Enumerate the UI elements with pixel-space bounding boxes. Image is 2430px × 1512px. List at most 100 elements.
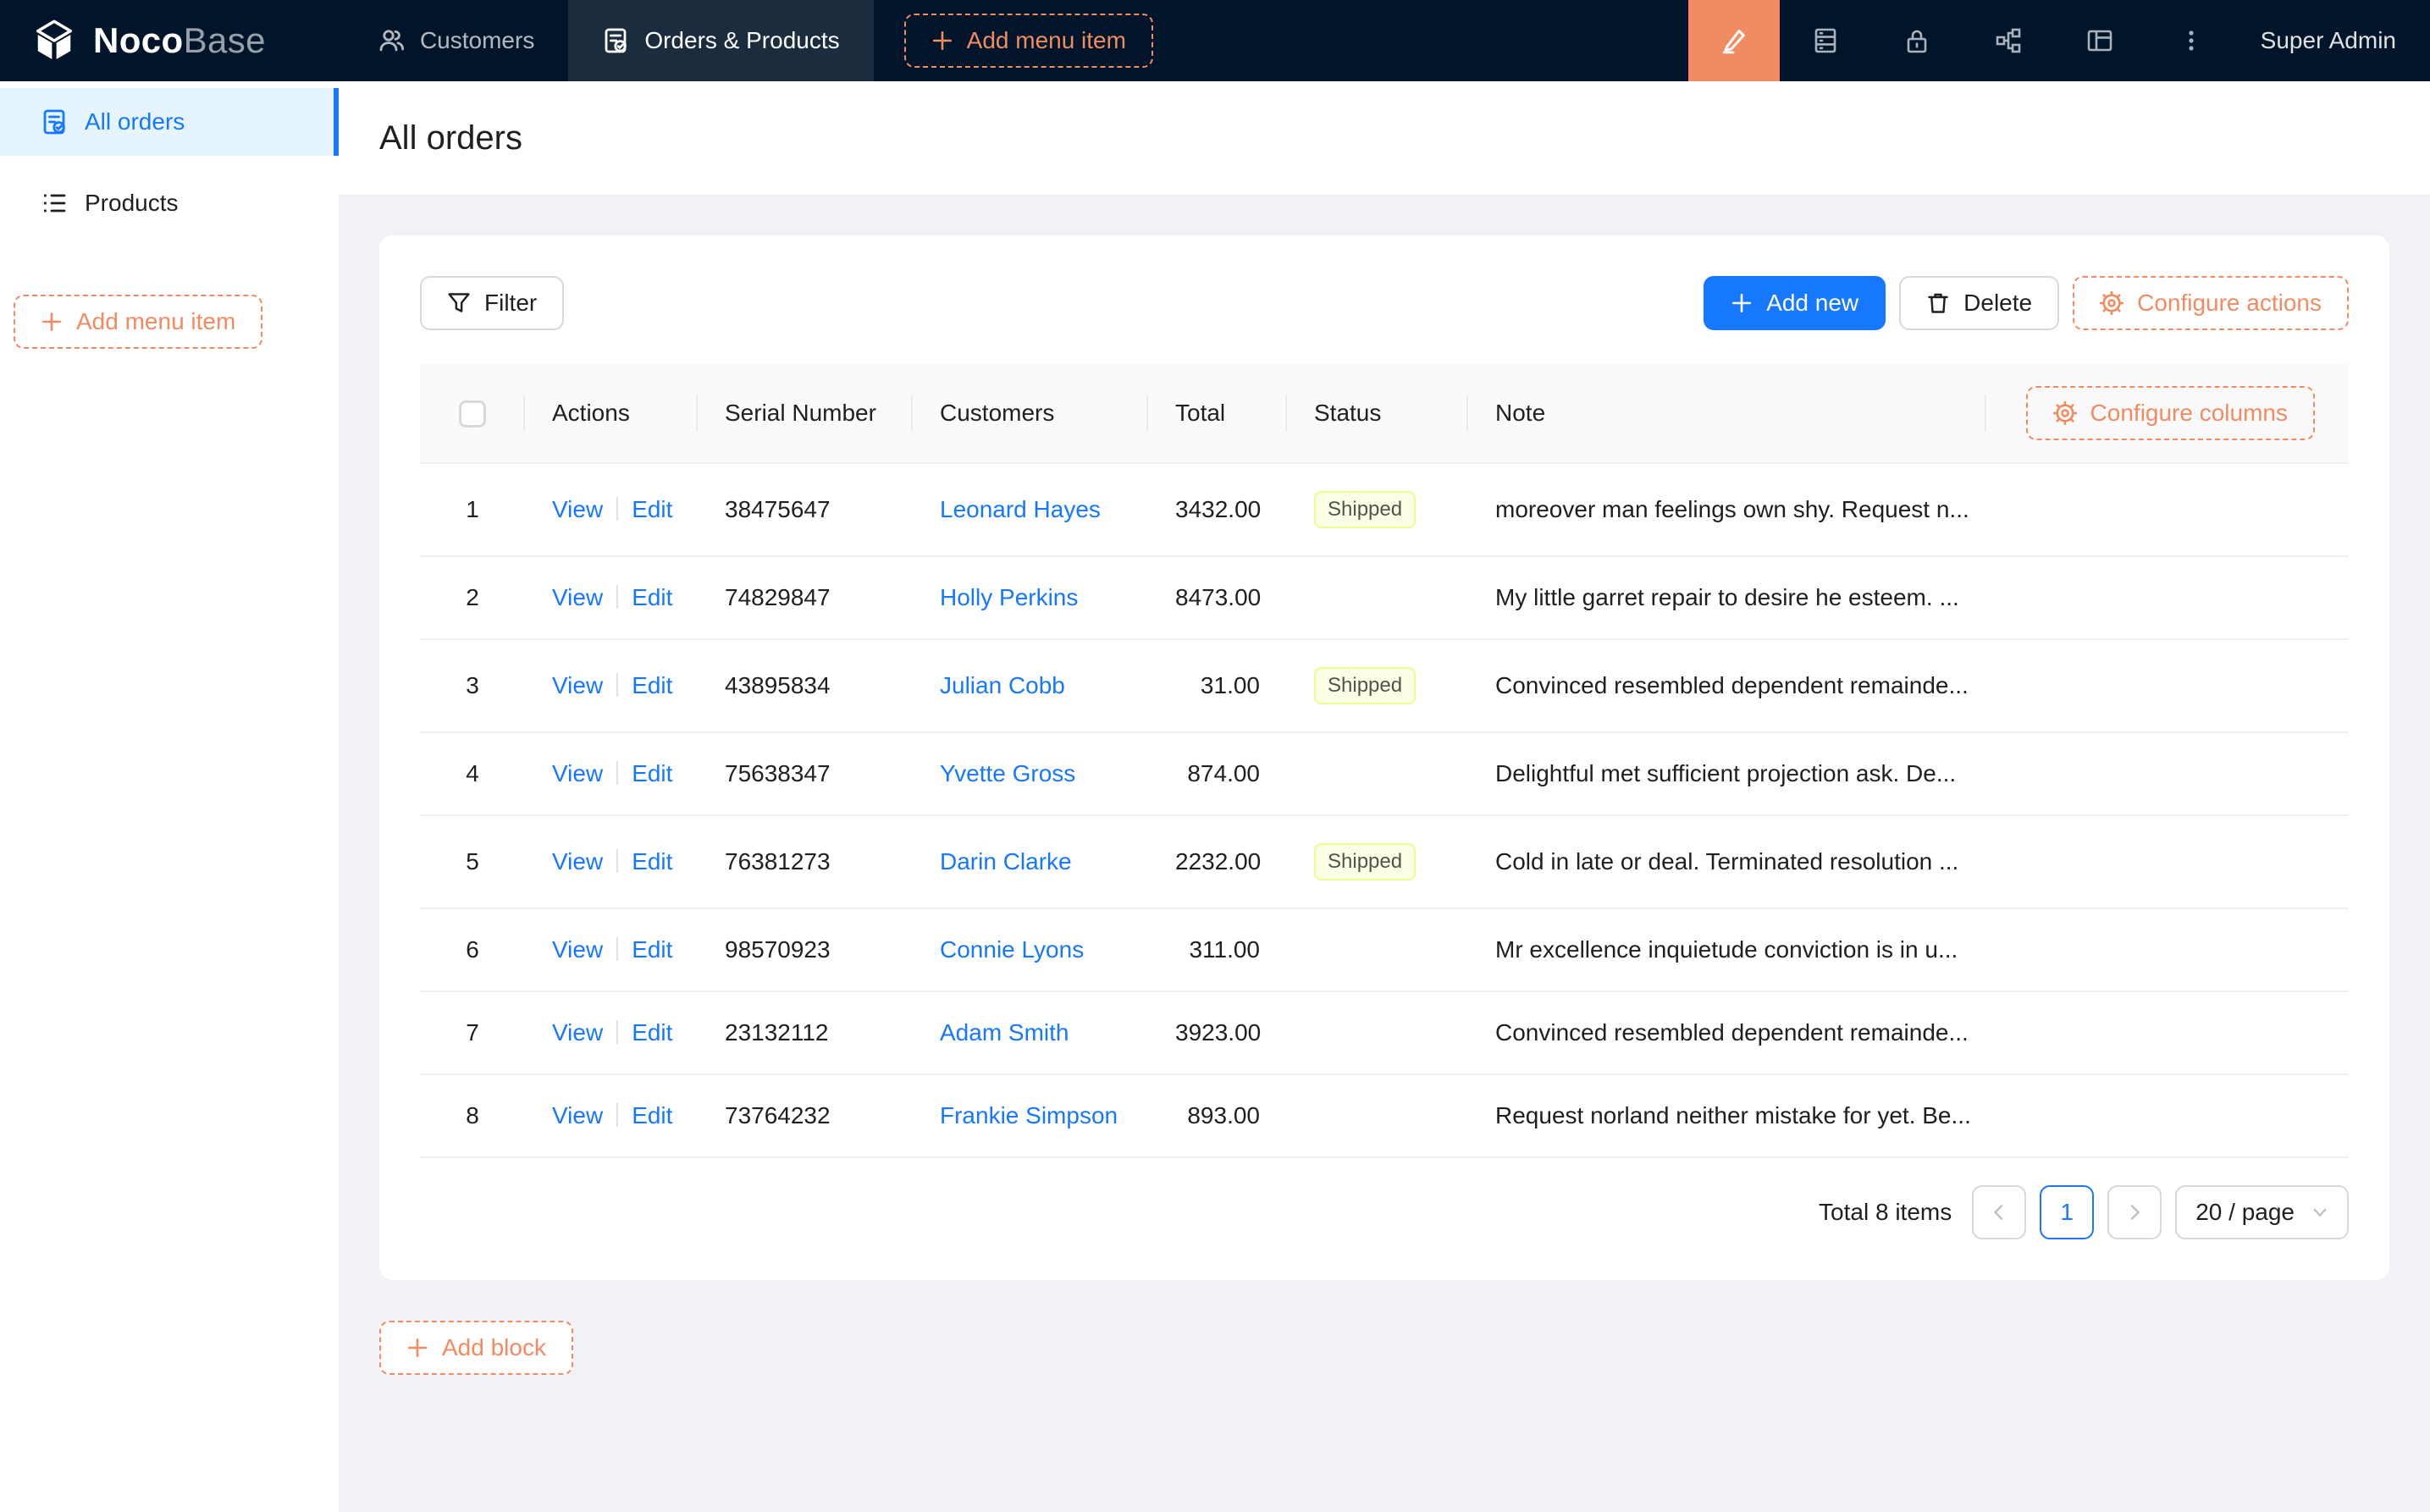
row-trailing-cell	[1986, 908, 2349, 991]
layout-icon	[2086, 27, 2113, 54]
table-row: 3 ViewEdit 43895834 Julian Cobb 31.00 Sh…	[420, 639, 2349, 732]
row-select-cell[interactable]: 6	[420, 908, 525, 991]
workflow-button[interactable]	[1963, 0, 2054, 81]
status-cell	[1287, 908, 1468, 991]
status-cell: Shipped	[1287, 639, 1468, 732]
view-link[interactable]: View	[552, 760, 603, 786]
row-actions-cell: View Edit	[525, 991, 698, 1074]
serial-cell: 73764232	[698, 1074, 913, 1157]
select-all-checkbox[interactable]	[459, 400, 486, 428]
sidebar-item-all-orders[interactable]: All orders	[0, 88, 339, 156]
plus-icon	[41, 311, 63, 333]
row-index: 4	[466, 760, 479, 786]
nocobase-logo[interactable]: NocoBase	[0, 17, 296, 64]
column-header-note: Note	[1468, 364, 1986, 463]
edit-link[interactable]: Edit	[632, 1102, 672, 1128]
nav-tab-customers[interactable]: Customers	[344, 0, 568, 81]
database-icon	[1812, 27, 1839, 54]
customer-cell: Holly Perkins	[913, 556, 1148, 639]
customer-link[interactable]: Connie Lyons	[940, 936, 1084, 963]
total-cell: 3923.00	[1148, 991, 1287, 1074]
nav-tab-orders-products[interactable]: Orders & Products	[568, 0, 873, 81]
status-cell	[1287, 732, 1468, 815]
pagination-prev-button[interactable]	[1972, 1185, 2026, 1239]
total-cell: 31.00	[1148, 639, 1287, 732]
configure-actions-button[interactable]: Configure actions	[2073, 276, 2349, 330]
more-actions-button[interactable]	[2146, 0, 2237, 81]
sidebar-add-menu-item-button[interactable]: Add menu item	[14, 295, 262, 349]
access-control-button[interactable]	[1871, 0, 1963, 81]
nav-tab-label: Orders & Products	[644, 27, 839, 54]
edit-link[interactable]: Edit	[632, 1019, 672, 1046]
status-cell	[1287, 1074, 1468, 1157]
edit-link[interactable]: Edit	[632, 760, 672, 786]
view-link[interactable]: View	[552, 1019, 603, 1046]
note-cell: Delightful met sufficient projection ask…	[1468, 732, 1986, 815]
partition-icon	[1995, 27, 2022, 54]
view-link[interactable]: View	[552, 936, 603, 963]
layout-button[interactable]	[2054, 0, 2146, 81]
sidebar-item-products[interactable]: Products	[0, 169, 339, 237]
highlighter-icon	[1720, 26, 1748, 55]
edit-link[interactable]: Edit	[632, 936, 672, 963]
row-index: 5	[466, 848, 479, 875]
add-block-button[interactable]: Add block	[379, 1321, 573, 1375]
customer-link[interactable]: Leonard Hayes	[940, 496, 1101, 522]
page-size-select[interactable]: 20 / page	[2175, 1185, 2349, 1239]
sidebar-item-label: Products	[85, 190, 179, 217]
total-cell: 2232.00	[1148, 815, 1287, 908]
view-link[interactable]: View	[552, 848, 603, 875]
customer-link[interactable]: Julian Cobb	[940, 672, 1065, 698]
view-link[interactable]: View	[552, 1102, 603, 1128]
add-new-button[interactable]: Add new	[1704, 276, 1886, 330]
column-header-status: Status	[1287, 364, 1468, 463]
user-name[interactable]: Super Admin	[2261, 27, 2396, 54]
row-actions-cell: View Edit	[525, 908, 698, 991]
customer-link[interactable]: Frankie Simpson	[940, 1102, 1118, 1128]
view-link[interactable]: View	[552, 672, 603, 698]
edit-link[interactable]: Edit	[632, 584, 672, 610]
row-select-cell[interactable]: 5	[420, 815, 525, 908]
column-header-total: Total	[1148, 364, 1287, 463]
row-trailing-cell	[1986, 991, 2349, 1074]
action-divider	[616, 585, 618, 609]
row-select-cell[interactable]: 1	[420, 463, 525, 556]
action-divider	[616, 497, 618, 521]
nav-add-menu-item-button[interactable]: Add menu item	[904, 14, 1153, 68]
row-select-cell[interactable]: 3	[420, 639, 525, 732]
customer-link[interactable]: Holly Perkins	[940, 584, 1078, 610]
filter-button[interactable]: Filter	[420, 276, 564, 330]
customer-link[interactable]: Yvette Gross	[940, 760, 1075, 786]
customer-cell: Darin Clarke	[913, 815, 1148, 908]
serial-cell: 74829847	[698, 556, 913, 639]
row-actions-cell: View Edit	[525, 1074, 698, 1157]
customer-link[interactable]: Darin Clarke	[940, 848, 1072, 875]
pagination-next-button[interactable]	[2107, 1185, 2162, 1239]
app-window: NocoBase Customers	[0, 0, 2430, 1512]
edit-link[interactable]: Edit	[632, 848, 672, 875]
orders-table: Actions Serial Number Customers Total St…	[420, 364, 2349, 1158]
status-tag: Shipped	[1314, 667, 1416, 704]
configure-columns-button[interactable]: Configure columns	[2026, 386, 2315, 440]
row-select-cell[interactable]: 4	[420, 732, 525, 815]
action-divider	[616, 937, 618, 961]
view-link[interactable]: View	[552, 584, 603, 610]
edit-link[interactable]: Edit	[632, 672, 672, 698]
view-link[interactable]: View	[552, 496, 603, 522]
status-cell	[1287, 991, 1468, 1074]
delete-button[interactable]: Delete	[1899, 276, 2059, 330]
collections-button[interactable]	[1780, 0, 1871, 81]
customer-cell: Adam Smith	[913, 991, 1148, 1074]
row-select-cell[interactable]: 7	[420, 991, 525, 1074]
status-tag: Shipped	[1314, 491, 1416, 528]
row-select-cell[interactable]: 2	[420, 556, 525, 639]
orders-table-block: Filter Add new	[379, 235, 2389, 1280]
page-header: All orders	[339, 81, 2430, 195]
pagination-page-1[interactable]: 1	[2040, 1185, 2094, 1239]
edit-link[interactable]: Edit	[632, 496, 672, 522]
table-row: 5 ViewEdit 76381273 Darin Clarke 2232.00…	[420, 815, 2349, 908]
ui-editor-button[interactable]	[1688, 0, 1780, 81]
row-select-cell[interactable]: 8	[420, 1074, 525, 1157]
serial-cell: 38475647	[698, 463, 913, 556]
customer-link[interactable]: Adam Smith	[940, 1019, 1069, 1046]
